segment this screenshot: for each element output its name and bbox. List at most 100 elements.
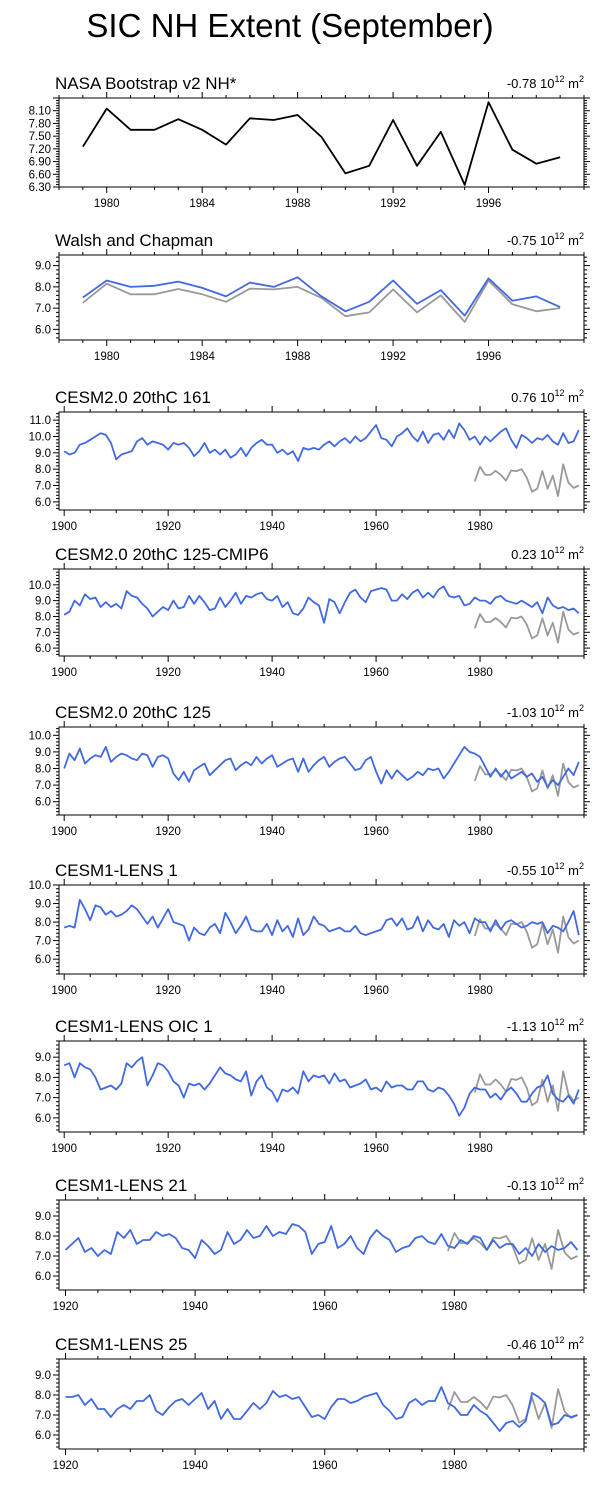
y-tick-label: 6.0 [35, 1271, 51, 1283]
series-line [473, 762, 580, 797]
y-tick-label: 6.0 [35, 1113, 51, 1125]
series-line [63, 1056, 580, 1117]
panel: CESM1-LENS 1 -0.55 1012 m2 1900 1920 1940 196… [29, 861, 590, 997]
y-tick-label: 6.0 [35, 797, 51, 809]
x-tick-label: 1984 [189, 198, 215, 210]
plot-frame [58, 1040, 585, 1133]
panel: NASA Bootstrap v2 NH* -0.78 1012 m2 1980 19… [29, 74, 590, 210]
series-group [82, 276, 561, 323]
y-tick-label: 7.50 [29, 131, 51, 143]
y-tick-label: 10.0 [29, 730, 51, 742]
x-tick-label: 1980 [467, 667, 493, 679]
y-tick-label: 8.0 [35, 764, 51, 776]
x-tick-label: 1960 [312, 1460, 338, 1472]
series-line [447, 1388, 578, 1429]
y-tick-label: 7.0 [35, 303, 51, 315]
plot-frame [58, 726, 585, 816]
y-tick-label: 8.0 [35, 1231, 51, 1243]
x-tick-label: 1920 [155, 1143, 181, 1155]
y-tick-label: 10.0 [29, 432, 51, 444]
x-tick-label: 1900 [51, 521, 77, 533]
series-line [82, 279, 561, 323]
chart-title: SIC NH Extent (September) [86, 7, 493, 44]
chart-panels: NASA Bootstrap v2 NH* -0.78 1012 m2 1980 19… [29, 74, 590, 1472]
x-tick-label: 1960 [363, 985, 389, 997]
panel-title: CESM2.0 20thC 125-CMIP6 [55, 545, 269, 564]
x-tick-label: 1920 [155, 985, 181, 997]
series-line [63, 585, 580, 624]
trend-label: -0.75 1012 m2 [507, 231, 584, 248]
x-tick-label: 1960 [363, 826, 389, 838]
x-tick-label: 1940 [259, 985, 285, 997]
y-tick-label: 8.0 [35, 1390, 51, 1402]
y-tick-label: 8.0 [35, 611, 51, 623]
y-tick-label: 6.30 [29, 182, 51, 194]
series-line [473, 915, 580, 954]
trend-label: -0.46 1012 m2 [507, 1335, 584, 1352]
trend-label: -0.13 1012 m2 [507, 1176, 584, 1193]
panel: CESM2.0 20thC 161 0.76 1012 m2 1900 1920 194… [29, 388, 590, 533]
y-tick-label: 7.0 [35, 481, 51, 493]
series-line [82, 276, 561, 317]
y-tick-label: 9.0 [35, 261, 51, 273]
series-group [65, 1386, 578, 1432]
x-tick-label: 1940 [182, 1460, 208, 1472]
series-group [63, 585, 580, 644]
x-tick-label: 1960 [312, 1301, 338, 1313]
x-tick-label: 1940 [259, 667, 285, 679]
plot-frame [58, 1358, 585, 1450]
x-tick-label: 1988 [285, 198, 311, 210]
series-group [63, 1056, 580, 1117]
y-tick-label: 9.0 [35, 747, 51, 759]
panel: CESM1-LENS 21 -0.13 1012 m2 1920 1940 1960 19… [35, 1176, 590, 1313]
y-tick-label: 10.0 [29, 580, 51, 592]
panel-title: CESM2.0 20thC 161 [55, 388, 211, 407]
trend-label: 0.76 1012 m2 [511, 388, 584, 405]
series-line [64, 1223, 579, 1259]
y-tick-label: 6.0 [35, 324, 51, 336]
panel: CESM2.0 20thC 125-CMIP6 0.23 1012 m2 1900 1… [29, 545, 590, 679]
series-group [63, 898, 580, 954]
series-line [65, 1386, 578, 1432]
x-tick-label: 1984 [189, 351, 215, 363]
plot-frame [58, 97, 585, 188]
trend-label: -1.13 1012 m2 [507, 1017, 584, 1034]
panel-title: CESM1-LENS OIC 1 [55, 1017, 213, 1036]
panel-title: CESM1-LENS 21 [55, 1176, 187, 1195]
y-tick-label: 6.90 [29, 157, 51, 169]
series-group [82, 101, 561, 186]
y-tick-label: 8.0 [35, 917, 51, 929]
plot-frame [58, 1199, 585, 1291]
series-line [473, 463, 580, 498]
x-tick-label: 1900 [51, 1143, 77, 1155]
y-tick-label: 9.0 [35, 899, 51, 911]
x-tick-label: 1940 [259, 1143, 285, 1155]
series-line [63, 898, 580, 942]
x-tick-label: 1940 [259, 826, 285, 838]
x-tick-label: 1920 [155, 667, 181, 679]
panel: Walsh and Chapman -0.75 1012 m2 1980 1984 19… [35, 231, 590, 363]
trend-label: -0.55 1012 m2 [507, 861, 584, 878]
y-tick-label: 7.0 [35, 780, 51, 792]
y-tick-label: 8.10 [29, 106, 51, 118]
trend-label: -1.03 1012 m2 [507, 703, 584, 720]
series-group [64, 1223, 579, 1270]
panel: CESM2.0 20thC 125 -1.03 1012 m2 1900 1920 19… [29, 703, 590, 838]
y-tick-label: 11.0 [29, 415, 51, 427]
x-tick-label: 1980 [94, 198, 120, 210]
x-tick-label: 1980 [467, 521, 493, 533]
y-tick-label: 7.0 [35, 1251, 51, 1263]
plot-frame [58, 884, 585, 975]
y-tick-label: 9.0 [35, 1211, 51, 1223]
panel-title: CESM1-LENS 25 [55, 1335, 187, 1354]
x-tick-label: 1980 [442, 1460, 468, 1472]
x-tick-label: 1996 [476, 198, 502, 210]
series-line [63, 746, 580, 788]
series-line [473, 1070, 580, 1112]
y-tick-label: 7.0 [35, 936, 51, 948]
panel-title: Walsh and Chapman [55, 231, 213, 250]
y-tick-label: 6.0 [35, 954, 51, 966]
y-tick-label: 6.60 [29, 169, 51, 181]
x-tick-label: 1920 [53, 1460, 79, 1472]
x-tick-label: 1920 [155, 826, 181, 838]
